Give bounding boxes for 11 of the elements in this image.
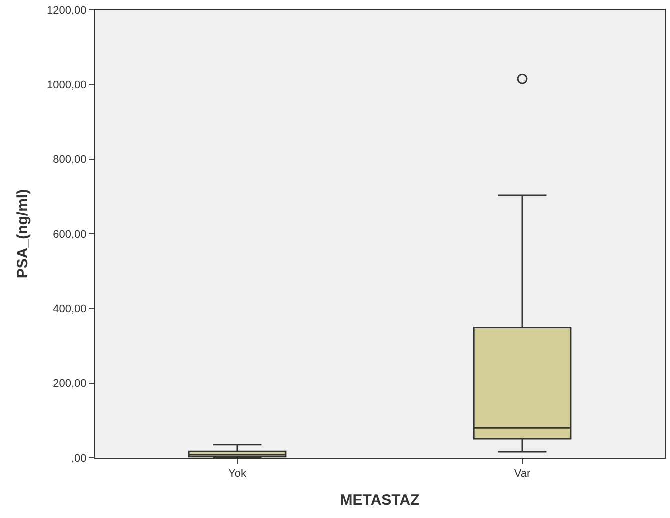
x-tick-label: Var <box>514 468 531 480</box>
x-tick-label: Yok <box>228 468 247 480</box>
y-axis-title: PSA_(ng/ml) <box>14 189 32 279</box>
y-tick-label: 600,00 <box>53 228 87 241</box>
y-tick-label: 400,00 <box>53 304 87 316</box>
y-tick-label: ,00 <box>72 452 87 465</box>
y-tick-label: 800,00 <box>53 154 87 166</box>
y-tick-label: 1000,00 <box>47 80 87 92</box>
y-tick-label: 1200,00 <box>47 4 87 17</box>
y-tick-label: 200,00 <box>53 378 87 390</box>
x-axis-title: METASTAZ <box>340 492 420 510</box>
